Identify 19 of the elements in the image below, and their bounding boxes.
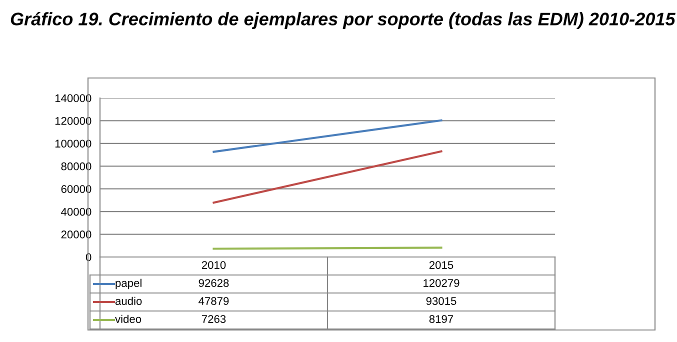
data-label: 7263 [202,315,226,323]
y-tick-label: 40000 [61,208,92,216]
data-label: 8197 [429,315,454,323]
y-tick-label: 60000 [61,185,92,193]
x-tick-label: 2010 [202,261,226,269]
data-label: 93015 [426,297,456,305]
legend-label: papel [116,278,142,290]
legend-label: video [115,314,142,323]
y-tick-label: 100000 [55,140,92,148]
data-label: 92628 [198,279,229,287]
chart-title: Gráfico 19. Crecimiento de ejemplares por soporte (todas las EDM) 2010-2015 [10,12,676,29]
data-label: 120279 [424,279,460,287]
y-tick-label: 140000 [55,94,92,102]
y-tick-label: 20000 [61,230,92,238]
legend-label: audio [115,296,142,305]
data-label: 47879 [198,297,229,305]
y-tick-label: 120000 [55,116,92,125]
y-tick-label: 80000 [61,162,92,170]
x-tick-label: 2015 [429,261,454,269]
